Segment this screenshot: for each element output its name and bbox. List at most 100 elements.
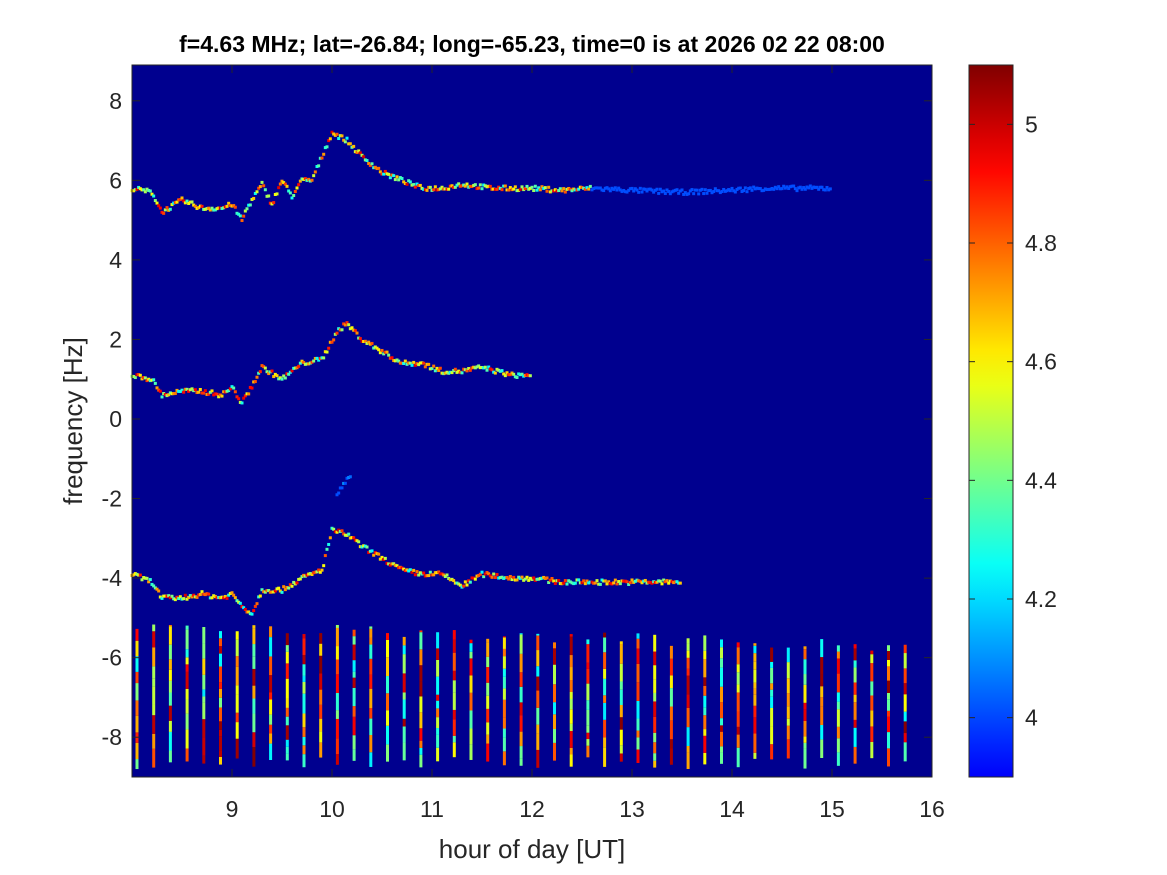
trace-point xyxy=(282,585,286,589)
trace-point xyxy=(278,589,282,593)
trace-point xyxy=(307,362,311,366)
streak-segment xyxy=(603,668,607,679)
trace-point xyxy=(465,369,469,373)
streak-segment xyxy=(619,704,623,718)
trace-point xyxy=(562,187,566,191)
trace-point xyxy=(355,150,359,154)
streak-segment xyxy=(168,705,172,721)
trace-point xyxy=(392,359,396,363)
trace-point xyxy=(603,186,607,190)
x-tick-label: 13 xyxy=(619,796,645,822)
trace-point xyxy=(418,183,422,187)
trace-point xyxy=(442,573,446,577)
trace-point xyxy=(672,189,676,193)
streak-segment xyxy=(703,677,707,686)
streak-segment xyxy=(753,645,757,654)
streak-segment xyxy=(202,702,206,720)
trace-point xyxy=(573,581,577,585)
trace-point xyxy=(643,187,647,191)
streak-segment xyxy=(586,725,590,733)
streak-segment xyxy=(369,658,373,675)
trace-point xyxy=(717,189,721,193)
trace-point xyxy=(492,370,496,374)
trace-point xyxy=(443,371,447,375)
trace-point xyxy=(367,340,371,344)
trace-point xyxy=(802,186,806,190)
trace-point xyxy=(647,580,651,584)
trace-point xyxy=(202,391,206,395)
trace-point xyxy=(792,184,796,188)
streak-segment xyxy=(469,643,473,652)
trace-point xyxy=(273,589,277,593)
trace-point xyxy=(615,582,619,586)
trace-point xyxy=(407,361,411,365)
streak-segment xyxy=(569,754,573,767)
streak-segment xyxy=(352,735,356,750)
trace-point xyxy=(295,366,299,370)
trace-point xyxy=(552,579,556,583)
streak-segment xyxy=(786,739,790,759)
trace-point xyxy=(553,188,557,192)
trace-point xyxy=(762,188,766,192)
streak-segment xyxy=(887,666,890,681)
trace-point xyxy=(253,380,257,384)
x-tick-label: 16 xyxy=(919,796,945,822)
streak-segment xyxy=(770,683,774,690)
trace-point xyxy=(400,566,404,570)
trace-point xyxy=(182,199,186,203)
streak-segment xyxy=(536,690,540,708)
trace-point xyxy=(672,581,676,585)
trace-point xyxy=(355,539,359,543)
colorbar-tick-label: 4.8 xyxy=(1025,230,1057,256)
trace-point xyxy=(375,167,379,171)
trace-point xyxy=(563,579,567,583)
trace-point xyxy=(328,340,332,344)
x-tick-label: 12 xyxy=(519,796,545,822)
streak-segment xyxy=(419,754,423,768)
trace-point xyxy=(160,395,164,399)
streak-segment xyxy=(369,688,373,708)
trace-point xyxy=(378,170,382,174)
trace-point xyxy=(423,188,427,192)
x-axis-label: hour of day [UT] xyxy=(439,834,625,864)
streak-segment xyxy=(235,666,239,686)
trace-point xyxy=(432,573,436,577)
trace-point xyxy=(210,596,214,600)
trace-point xyxy=(343,481,347,485)
trace-point xyxy=(397,178,401,182)
streak-segment xyxy=(669,706,673,721)
streak-segment xyxy=(202,658,206,675)
trace-point xyxy=(370,341,374,345)
streak-segment xyxy=(302,754,306,768)
trace-point xyxy=(640,581,644,585)
trace-point xyxy=(610,582,614,586)
streak-segment xyxy=(619,689,623,705)
trace-point xyxy=(780,187,784,191)
streak-segment xyxy=(402,636,406,646)
trace-point xyxy=(393,563,397,567)
streak-segment xyxy=(569,691,573,699)
streak-segment xyxy=(469,658,473,676)
trace-point xyxy=(302,360,306,364)
trace-point xyxy=(410,183,414,187)
trace-point xyxy=(413,363,417,367)
trace-point xyxy=(307,572,311,576)
streak-segment xyxy=(720,658,723,668)
trace-point xyxy=(575,188,579,192)
trace-point xyxy=(608,581,612,585)
trace-point xyxy=(480,187,484,191)
streak-segment xyxy=(352,660,356,672)
streak-segment xyxy=(853,660,857,668)
trace-point xyxy=(267,194,271,198)
trace-point xyxy=(505,371,509,375)
trace-point xyxy=(605,186,609,190)
trace-point xyxy=(598,582,602,586)
streak-segment xyxy=(536,650,540,667)
trace-point xyxy=(368,342,372,346)
trace-point xyxy=(610,186,614,190)
trace-point xyxy=(565,582,569,586)
trace-point xyxy=(710,191,714,195)
trace-point xyxy=(518,187,522,191)
trace-point xyxy=(478,183,482,187)
streak-segment xyxy=(770,661,774,668)
